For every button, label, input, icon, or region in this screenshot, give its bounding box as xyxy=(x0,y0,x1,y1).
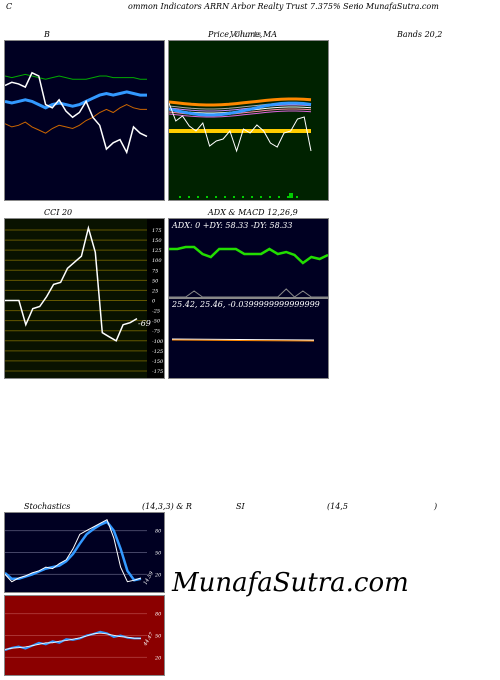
volume-bar xyxy=(206,196,208,198)
stoch-tick-label: 80 xyxy=(155,529,162,535)
volume-bar xyxy=(269,196,271,198)
macd-chart: 25.42, 25.46, -0.0399999999999999 xyxy=(171,300,320,342)
bands-title: Bands 20,2 xyxy=(397,30,443,39)
adx-panel: ADX: 0 +DY: 58.33 -DY: 58.33 xyxy=(168,218,329,298)
volume-bar xyxy=(296,196,298,198)
rsi-tick-label: 20 xyxy=(154,655,162,661)
ma-title: MA xyxy=(263,30,277,39)
cci-tick-label: 25 xyxy=(151,288,158,294)
volume-bar xyxy=(242,196,244,198)
volume-bar xyxy=(287,196,289,198)
adx-chart: ADX: 0 +DY: 58.33 -DY: 58.33 xyxy=(169,221,329,298)
adx-macd-title: ADX & MACD 12,26,9 xyxy=(208,208,298,217)
macd-label: 25.42, 25.46, -0.0399999999999999 xyxy=(171,300,320,309)
cci-tick-label: 150 xyxy=(152,238,162,244)
price-ma-line-4 xyxy=(168,110,312,118)
rsi-chart: 80 50 20 44.47 xyxy=(4,612,162,661)
price-ma-line-5 xyxy=(168,101,312,117)
price-title: Price, xyxy=(208,30,232,39)
cci-band-fill xyxy=(5,219,147,378)
stoch-tick-label: 20 xyxy=(154,572,162,578)
price-title-overlap2: Charts xyxy=(234,30,262,39)
price-chart xyxy=(168,97,312,198)
cci-panel: 175 150 125 100 75 50 25 0 -25 -50 -75 -100 -125 -150… xyxy=(4,218,165,379)
rsi-title: SI xyxy=(236,502,245,511)
rsi-panel: 80 50 20 44.47 xyxy=(4,595,165,676)
adx-plus-line xyxy=(169,245,329,265)
bollinger-chart xyxy=(4,71,148,155)
stoch-params: (14,3,3) & R xyxy=(142,502,192,511)
bb-title: B xyxy=(44,30,50,39)
cci-tick-label: 125 xyxy=(152,248,162,254)
stoch-k-line xyxy=(4,518,142,583)
cci-value-label: -69 xyxy=(138,319,151,328)
volume-bar xyxy=(188,196,190,198)
price-ma-line-1 xyxy=(168,104,312,112)
cci-line xyxy=(5,225,138,342)
rsi-smoothed-line xyxy=(4,632,142,650)
cci-tick-label: 100 xyxy=(152,258,162,264)
bollinger-panel xyxy=(4,40,165,201)
macd-signal-line xyxy=(171,339,315,342)
bb-price-line xyxy=(4,71,148,155)
stochastics-panel: 80 50 20 14.59 xyxy=(4,512,165,593)
cci-title: CCI 20 xyxy=(44,208,73,217)
rsi-close: ) xyxy=(434,502,438,511)
volume-bar xyxy=(278,196,280,198)
cci-tick-label: -100 xyxy=(152,339,164,345)
cci-chart: 175 150 125 100 75 50 25 0 -25 -50 -75 -100 -125 -150… xyxy=(5,219,164,378)
watermark: MunafaSutra.com xyxy=(172,568,409,598)
macd-line xyxy=(171,338,315,341)
rsi-value-label: 44.47 xyxy=(142,631,155,648)
adx-line xyxy=(169,288,328,298)
cci-tick-label: -50 xyxy=(152,319,161,325)
cci-tick-label: 50 xyxy=(152,278,159,284)
rsi-line xyxy=(4,630,141,652)
cci-tick-label: -175 xyxy=(152,369,163,375)
price-title-overlap: Volume, xyxy=(230,30,263,39)
cci-tick-label: -25 xyxy=(152,309,160,315)
cci-tick-label: -125 xyxy=(152,349,163,355)
volume-bar xyxy=(197,196,199,198)
stoch-tick-label: 50 xyxy=(155,551,162,557)
volume-bar xyxy=(251,196,253,198)
price-ma-line-6 xyxy=(168,97,312,107)
volume-bar xyxy=(260,196,262,198)
rsi-params: (14,5 xyxy=(327,502,348,511)
rsi-tick-label: 80 xyxy=(155,612,162,618)
bb-upper-band xyxy=(4,73,147,80)
header-left: C xyxy=(6,2,13,11)
volume-bar xyxy=(289,193,293,198)
rsi-tick-label: 50 xyxy=(155,634,162,640)
adx-label: ADX: 0 +DY: 58.33 -DY: 58.33 xyxy=(171,221,292,230)
price-panel xyxy=(168,40,329,201)
header-middle: ommon Indicators ARRN Arbor Realty Trust… xyxy=(128,2,359,11)
bb-middle-band xyxy=(4,90,147,110)
bb-lower-band xyxy=(4,104,147,134)
volume-bar xyxy=(179,196,181,198)
stoch-d-line xyxy=(4,520,142,582)
cci-tick-label: -75 xyxy=(152,329,160,335)
price-ma-band xyxy=(169,129,311,133)
cci-tick-label: 0 xyxy=(152,299,156,305)
volume-bar xyxy=(215,196,217,198)
volume-bar xyxy=(233,196,235,198)
macd-panel: 25.42, 25.46, -0.0399999999999999 xyxy=(168,298,329,379)
stoch-title: Stochastics xyxy=(24,502,71,511)
stoch-value-label: 14.59 xyxy=(143,570,156,586)
cci-tick-label: -150 xyxy=(152,359,164,365)
cci-tick-label: 75 xyxy=(152,268,158,274)
header-right: io MunafaSutra.com xyxy=(356,2,439,11)
cci-tick-label: 175 xyxy=(152,228,162,234)
volume-bar xyxy=(224,196,226,198)
price-line xyxy=(168,102,312,153)
